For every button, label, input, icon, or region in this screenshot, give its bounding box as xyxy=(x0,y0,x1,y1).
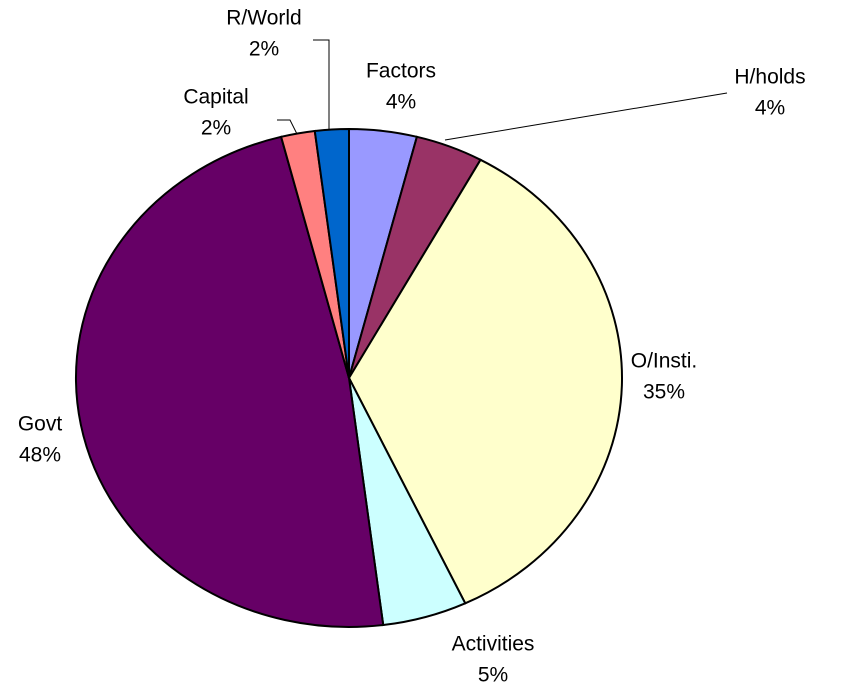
pie-slice xyxy=(75,135,385,628)
leader-line xyxy=(277,119,298,135)
value-label: 35% xyxy=(643,381,685,404)
value-label: 2% xyxy=(201,117,231,140)
slice-label: O/Insti. xyxy=(631,350,698,373)
slice-label: Activities xyxy=(452,633,535,656)
value-label: 48% xyxy=(19,444,61,467)
value-label: 4% xyxy=(386,91,416,114)
value-label: 5% xyxy=(478,664,508,686)
leader-line xyxy=(444,92,728,141)
slice-label: Factors xyxy=(366,60,436,83)
slice-label: Capital xyxy=(183,86,248,109)
pie-slice xyxy=(347,158,623,605)
pie-slice xyxy=(313,127,350,379)
leader-line xyxy=(313,39,330,130)
value-label: 2% xyxy=(249,38,279,61)
slice-label: R/World xyxy=(226,7,301,30)
value-label: 4% xyxy=(755,97,785,120)
slice-label: H/holds xyxy=(734,66,805,89)
slice-label: Govt xyxy=(18,413,63,436)
